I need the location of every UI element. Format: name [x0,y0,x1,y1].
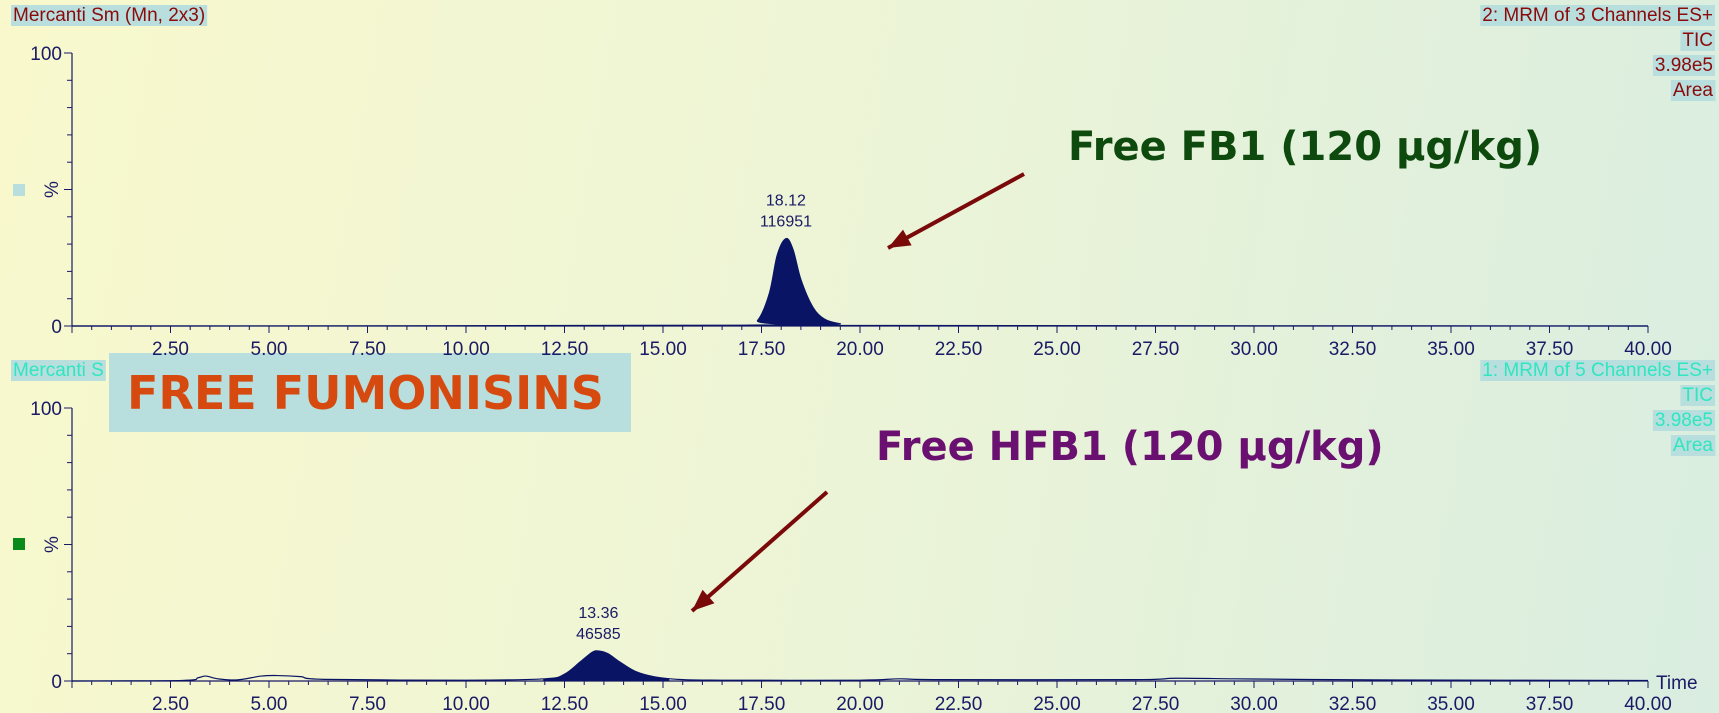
header-right-background [1480,360,1715,381]
trace-line [71,237,1649,327]
x-tick-label: 10.00 [442,339,490,360]
x-tick-label: 20.00 [836,694,884,713]
x-tick-label: 37.50 [1526,694,1574,713]
x-tick-label: 12.50 [541,339,589,360]
peak-fill [730,238,857,326]
header-right-background [1652,55,1715,76]
header-left-background [11,5,208,26]
header-left: Mercanti S [13,360,104,381]
annotation-arrowhead [888,229,912,248]
peak-area-label: 116951 [760,214,812,231]
x-tick-label: 5.00 [251,694,288,713]
x-tick-label: 35.00 [1427,694,1475,713]
x-axis-label: Time [1656,673,1698,694]
header-right-background [1670,80,1716,101]
x-tick-label: 15.00 [639,339,687,360]
peak-rt-label: 18.12 [766,193,806,210]
y-tick-label-100: 100 [30,44,62,65]
x-tick-label: 2.50 [152,339,189,360]
x-tick-label: 7.50 [349,339,386,360]
header-right-background [1680,30,1715,51]
header-right-background [1652,410,1715,431]
y-tick-label-0: 0 [51,317,62,338]
header-left-background [11,360,106,381]
peak-fill [543,650,670,681]
peak-rt-label: 13.36 [578,605,618,622]
annotation-label: Free FB1 (120 µg/kg) [1068,124,1542,170]
header-right-line: Area [1673,435,1714,456]
panel-top: Mercanti Sm (Mn, 2x3) 2: MRM of 3 Channel… [11,5,1716,360]
x-tick-label: 32.50 [1329,694,1377,713]
x-tick-label: 35.00 [1427,339,1475,360]
x-tick-label: 25.00 [1033,339,1081,360]
x-tick-label: 25.00 [1033,694,1081,713]
header-right-line: 3.98e5 [1655,55,1713,76]
annotation-arrowhead [692,589,715,611]
header-right-background [1670,435,1716,456]
x-tick-label: 17.50 [738,339,786,360]
x-tick-label: 27.50 [1132,694,1180,713]
x-tick-label: 27.50 [1132,339,1180,360]
x-tick-label: 17.50 [738,694,786,713]
annotation-arrow [690,490,829,613]
annotation-arrow [887,172,1025,250]
channel-marker [13,184,25,196]
header-left: Mercanti Sm (Mn, 2x3) [13,5,205,26]
x-tick-label: 22.50 [935,694,983,713]
x-tick-label: 32.50 [1329,339,1377,360]
header-right-line: 3.98e5 [1655,410,1713,431]
x-tick-label: 2.50 [152,694,189,713]
panel-bottom: Mercanti S 1: MRM of 5 Channels ES+ TIC 3.9… [11,360,1716,713]
x-tick-label: 10.00 [442,694,490,713]
x-tick-label: 40.00 [1624,694,1672,713]
y-tick-label-100: 100 [30,399,62,420]
banner-background [109,353,631,432]
x-tick-label: 30.00 [1230,339,1278,360]
header-right-line: 2: MRM of 3 Channels ES+ [1482,5,1713,26]
y-axis-label: % [42,181,63,198]
x-tick-label: 40.00 [1624,339,1672,360]
x-tick-label: 12.50 [541,694,589,713]
x-tick-label: 22.50 [935,339,983,360]
header-right-line: TIC [1682,30,1713,51]
x-tick-label: 37.50 [1526,339,1574,360]
x-tick-label: 5.00 [251,339,288,360]
x-tick-label: 20.00 [836,339,884,360]
y-axis-label: % [42,536,63,553]
header-right-line: 1: MRM of 5 Channels ES+ [1482,360,1713,381]
x-tick-label: 7.50 [349,694,386,713]
peak-area-label: 46585 [576,626,621,643]
header-right-line: Area [1673,80,1714,101]
banner-title: FREE FUMONISINS [127,366,604,420]
trace-line [71,650,1649,682]
annotation-label: Free HFB1 (120 µg/kg) [876,424,1384,470]
x-tick-label: 15.00 [639,694,687,713]
header-right-line: TIC [1682,385,1713,406]
header-right-background [1680,385,1715,406]
y-tick-label-0: 0 [51,672,62,693]
header-right-background [1480,5,1715,26]
x-tick-label: 30.00 [1230,694,1278,713]
channel-marker [13,538,25,550]
